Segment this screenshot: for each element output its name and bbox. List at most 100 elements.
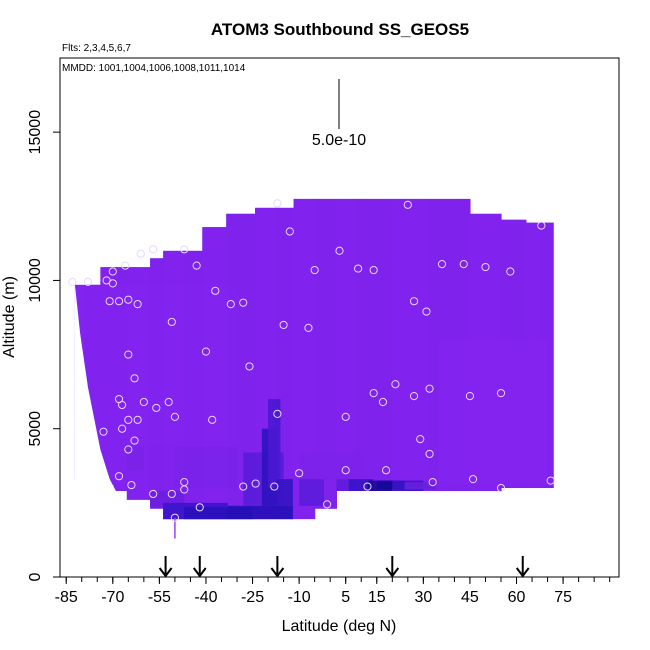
sample-point: [130, 374, 139, 383]
sample-point: [118, 400, 127, 410]
sample-point: [68, 277, 77, 287]
sample-point: [180, 245, 189, 254]
sample-point: [506, 267, 515, 276]
y-axis: 0 5000 10000 15000: [27, 110, 60, 581]
sample-point: [322, 500, 332, 509]
sample-point: [270, 482, 279, 491]
x-tick-label: 15: [368, 589, 386, 606]
heatmap-cell: [299, 479, 324, 506]
x-tick-label: 30: [414, 589, 432, 606]
sample-point: [437, 260, 447, 269]
plot-frame: [59, 57, 620, 578]
sample-point: [108, 279, 117, 288]
sample-point: [537, 221, 546, 230]
x-tick-label: -40: [194, 589, 217, 606]
profile-arrows: [158, 556, 530, 578]
sample-point: [496, 483, 506, 493]
sample-point: [226, 300, 235, 309]
heatmap-cell: [348, 479, 374, 491]
sample-point: [118, 424, 127, 433]
field-mask: [74, 284, 120, 497]
sample-point: [354, 264, 363, 273]
sample-point: [133, 300, 142, 309]
sample-point: [133, 415, 142, 424]
sample-point: [124, 445, 133, 454]
sample-point: [124, 295, 133, 304]
sample-point: [295, 469, 304, 478]
sample-point: [251, 479, 260, 488]
sample-point: [201, 347, 211, 356]
sample-point: [211, 286, 220, 295]
sample-point: [465, 391, 475, 401]
x-tick-label: -55: [148, 589, 171, 606]
sample-point: [164, 397, 173, 407]
sample-point: [149, 489, 158, 499]
x-tick-label: 60: [508, 589, 526, 606]
sample-point: [310, 265, 319, 275]
sample-point: [363, 482, 372, 491]
heatmap-cell: [268, 399, 281, 489]
sample-point: [546, 476, 555, 485]
sample-point: [428, 477, 437, 487]
sample-point: [114, 297, 124, 306]
profile-arrow: [385, 556, 400, 578]
sample-point: [341, 412, 350, 421]
heatmap-cell: [293, 198, 316, 520]
sample-point: [139, 397, 148, 407]
x-tick-label: -25: [241, 589, 264, 606]
heatmap-cell: [336, 479, 356, 491]
sample-point: [208, 415, 217, 424]
sample-point: [99, 427, 108, 436]
chart-title: ATOM3 Southbound SS_GEOS5: [211, 20, 469, 39]
sample-point: [378, 397, 388, 407]
heatmap-cell: [336, 198, 356, 491]
heatmap-cell: [404, 482, 436, 490]
sample-point: [341, 466, 350, 475]
x-tick-label: 75: [554, 589, 572, 606]
flights-label: Flts: 2,3,4,5,6,7: [62, 43, 131, 54]
heatmap-cell: [174, 446, 238, 489]
x-tick-label: -10: [288, 589, 311, 606]
sample-point: [273, 199, 282, 208]
sample-point: [481, 262, 490, 272]
heatmap-field: [74, 198, 554, 539]
sample-point: [468, 475, 478, 484]
sample-point: [425, 449, 434, 459]
sample-point: [279, 320, 288, 330]
sample-point: [124, 350, 133, 359]
sample-point: [108, 267, 117, 276]
profile-arrow: [515, 556, 530, 578]
sample-point: [167, 489, 176, 499]
heatmap-cell: [438, 339, 548, 486]
sample-point: [459, 260, 468, 269]
sample-point: [425, 384, 434, 393]
profile-arrow: [192, 556, 207, 578]
heatmap-cell: [314, 198, 337, 509]
sample-point: [422, 307, 431, 316]
x-tick-label: -85: [55, 589, 78, 606]
sample-point: [496, 389, 506, 398]
scale-bar: 5.0e-10: [312, 79, 366, 149]
sample-point: [127, 480, 136, 490]
heatmap-cell: [376, 480, 405, 490]
sample-point: [167, 317, 176, 327]
sample-point: [239, 482, 248, 491]
sample-point: [195, 503, 204, 512]
x-tick-label: 5: [341, 589, 350, 606]
y-tick-label: 15000: [27, 110, 44, 155]
heatmap-cell: [227, 505, 293, 520]
sample-point: [180, 477, 189, 487]
sample-point: [105, 297, 114, 306]
sample-point: [369, 389, 378, 398]
sample-point: [192, 261, 201, 270]
sample-point: [391, 380, 400, 389]
sample-point: [152, 403, 161, 413]
dates-label: MMDD: 1001,1004,1006,1008,1011,1014: [62, 63, 246, 74]
heatmap-cell: [355, 198, 393, 491]
heatmap-cell: [299, 452, 362, 480]
sample-point: [114, 472, 124, 481]
sample-point: [409, 391, 419, 401]
sample-point: [403, 200, 412, 209]
sample-point: [149, 245, 158, 254]
